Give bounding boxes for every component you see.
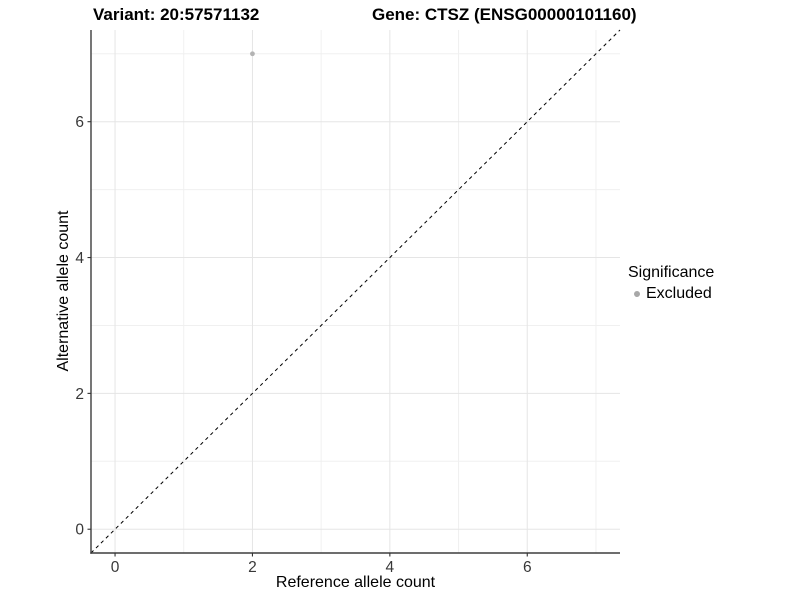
- x-tick-label: 2: [248, 559, 257, 576]
- plot-title-variant: Variant: 20:57571132: [93, 5, 260, 24]
- y-tick-label: 6: [75, 114, 84, 131]
- x-axis-label: Reference allele count: [275, 574, 436, 591]
- legend-title: Significance: [628, 264, 715, 281]
- data-point: [250, 51, 255, 57]
- legend: Significance Excluded: [628, 264, 714, 303]
- y-axis-label: Alternative allele count: [55, 210, 72, 372]
- x-tick-label: 4: [386, 559, 395, 576]
- identity-reference-line: [90, 29, 621, 554]
- plot-title-gene: Gene: CTSZ (ENSG00000101160): [372, 5, 637, 24]
- x-tick-label: 0: [111, 559, 120, 576]
- legend-item-excluded: Excluded: [628, 285, 714, 303]
- y-tick-label: 2: [75, 386, 84, 403]
- legend-item-label: Excluded: [646, 285, 712, 302]
- y-tick-label: 4: [75, 250, 84, 267]
- x-tick-label: 6: [523, 559, 532, 576]
- legend-key-dot-icon: [634, 291, 640, 297]
- y-tick-label: 0: [75, 522, 84, 539]
